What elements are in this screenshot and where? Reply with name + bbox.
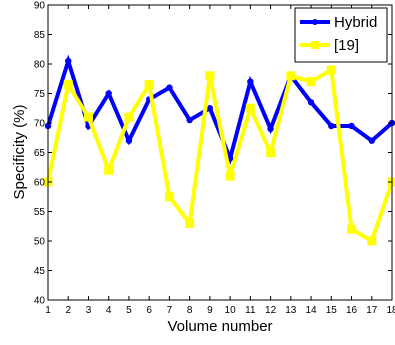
y-tick-label: 50 bbox=[34, 237, 46, 248]
y-tick-label: 90 bbox=[34, 1, 46, 12]
x-tick-label: 13 bbox=[285, 305, 297, 316]
x-axis-label: Volume number bbox=[167, 318, 272, 335]
x-tick-label: 1 bbox=[45, 305, 51, 316]
x-tick-label: 17 bbox=[366, 305, 378, 316]
data-point-ref19 bbox=[83, 112, 93, 122]
data-point-ref19 bbox=[63, 80, 73, 90]
x-tick-label: 9 bbox=[207, 305, 213, 316]
data-point-hybrid bbox=[206, 105, 214, 112]
y-tick-label: 45 bbox=[34, 266, 46, 277]
x-tick-label: 7 bbox=[167, 305, 173, 316]
data-point-ref19 bbox=[185, 218, 195, 228]
data-point-hybrid bbox=[368, 137, 375, 144]
y-tick-label: 40 bbox=[34, 296, 46, 307]
y-tick-label: 75 bbox=[34, 89, 46, 100]
x-tick-label: 18 bbox=[386, 305, 395, 316]
data-point-hybrid bbox=[105, 90, 112, 97]
data-point-ref19 bbox=[245, 103, 255, 113]
data-point-ref19 bbox=[367, 236, 377, 246]
data-point-hybrid bbox=[267, 125, 274, 133]
data-point-ref19 bbox=[225, 171, 235, 181]
x-tick-label: 3 bbox=[86, 305, 92, 316]
x-tick-label: 14 bbox=[305, 305, 317, 316]
data-point-hybrid bbox=[65, 57, 72, 65]
legend-box bbox=[294, 7, 388, 63]
y-tick-label: 55 bbox=[34, 207, 46, 218]
y-tick-label: 60 bbox=[34, 178, 46, 189]
plot-frame bbox=[47, 4, 393, 301]
x-tick-label: 10 bbox=[225, 305, 237, 316]
data-point-ref19 bbox=[347, 224, 357, 234]
data-point-ref19 bbox=[164, 192, 174, 202]
data-point-ref19 bbox=[205, 71, 215, 81]
ticks-layer: 1 2 3 4 5 6 7 8 9 10 11 12 13 14 15 16 17 184045505560657… bbox=[34, 1, 395, 317]
x-tick-label: 12 bbox=[265, 305, 277, 316]
data-point-ref19 bbox=[266, 148, 276, 157]
data-point-ref19 bbox=[124, 112, 134, 122]
data-point-ref19 bbox=[326, 65, 336, 75]
x-tick-label: 4 bbox=[106, 305, 112, 316]
legend-marker-hybrid bbox=[312, 19, 318, 25]
data-point-ref19 bbox=[104, 165, 114, 175]
x-tick-label: 2 bbox=[65, 305, 71, 316]
x-tick-label: 16 bbox=[346, 305, 358, 316]
data-point-ref19 bbox=[144, 80, 154, 90]
data-point-hybrid bbox=[247, 78, 254, 85]
data-point-hybrid bbox=[348, 122, 355, 130]
y-tick-label: 65 bbox=[34, 148, 46, 159]
legend-marker-ref19 bbox=[311, 41, 319, 49]
x-tick-label: 11 bbox=[245, 305, 256, 316]
data-point-hybrid bbox=[307, 99, 315, 106]
y-tick-label: 70 bbox=[34, 119, 46, 130]
x-tick-label: 6 bbox=[146, 305, 152, 316]
data-point-hybrid bbox=[166, 84, 173, 91]
data-point-ref19 bbox=[286, 71, 296, 81]
data-point-hybrid bbox=[328, 122, 335, 130]
x-tick-label: 8 bbox=[187, 305, 193, 316]
data-point-ref19 bbox=[306, 77, 316, 87]
legend-label-ref19: [19] bbox=[334, 37, 359, 54]
x-tick-label: 15 bbox=[326, 305, 338, 316]
x-tick-label: 5 bbox=[126, 305, 132, 316]
legend-label-hybrid: Hybrid bbox=[334, 14, 377, 31]
data-point-hybrid bbox=[186, 116, 193, 124]
series-line-ref19 bbox=[46, 66, 394, 244]
y-tick-label: 80 bbox=[34, 60, 46, 71]
y-axis-label: Specificity (%) bbox=[11, 104, 28, 199]
legend: Hybrid [19] bbox=[294, 7, 388, 63]
data-point-hybrid bbox=[125, 137, 133, 144]
y-tick-label: 85 bbox=[34, 30, 46, 41]
